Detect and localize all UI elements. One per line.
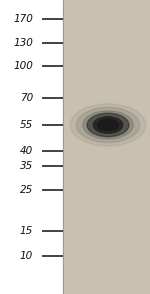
- Text: 55: 55: [20, 120, 33, 130]
- Bar: [0, 0, 63, 294]
- Text: 10: 10: [20, 251, 33, 261]
- Text: 35: 35: [20, 161, 33, 171]
- Text: 130: 130: [13, 38, 33, 48]
- Text: 70: 70: [20, 93, 33, 103]
- Text: 40: 40: [20, 146, 33, 156]
- Bar: [63, 0, 150, 294]
- Ellipse shape: [76, 107, 140, 143]
- Ellipse shape: [98, 119, 118, 131]
- Text: 100: 100: [13, 61, 33, 71]
- Text: 15: 15: [20, 226, 33, 236]
- Text: 25: 25: [20, 185, 33, 195]
- Ellipse shape: [83, 111, 133, 139]
- Ellipse shape: [87, 113, 129, 137]
- Ellipse shape: [70, 104, 146, 146]
- Text: 170: 170: [13, 14, 33, 24]
- Ellipse shape: [93, 117, 123, 133]
